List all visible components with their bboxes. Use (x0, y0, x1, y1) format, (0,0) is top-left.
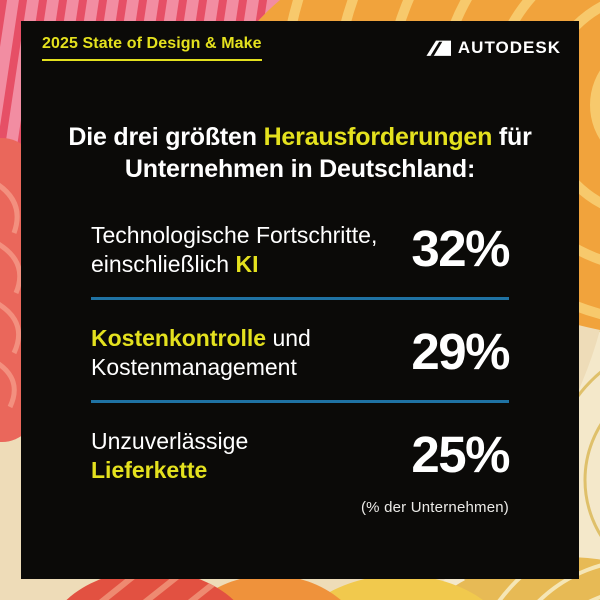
challenge-row-2: Kostenkontrolle und Kostenmanagement 29% (91, 323, 510, 382)
challenge-1-highlight: KI (235, 251, 259, 277)
autodesk-logo: AUTODESK (426, 38, 561, 58)
infographic-card: 2025 State of Design & Make AUTODESK Die… (21, 21, 579, 579)
autodesk-wordmark: AUTODESK (457, 38, 561, 57)
autodesk-logo-icon (426, 40, 451, 56)
challenge-label-2: Kostenkontrolle und Kostenmanagement (91, 324, 311, 382)
headline: Die drei größten Herausforderungen für U… (33, 121, 567, 185)
divider-2 (91, 400, 509, 403)
challenge-label-1: Technologische Fortschritte, einschließl… (91, 221, 377, 279)
challenge-3-pre: Unzuverlässige (91, 428, 249, 454)
challenge-row-3: Unzuverlässige Lieferkette 25% (91, 426, 510, 485)
challenge-list: Technologische Fortschritte, einschließl… (91, 220, 510, 516)
challenge-2-post: und Kostenmanagement (91, 325, 311, 380)
challenge-value-2: 29% (411, 323, 510, 380)
challenge-label-3: Unzuverlässige Lieferkette (91, 427, 248, 485)
challenge-value-1: 32% (411, 220, 510, 277)
challenge-3-highlight: Lieferkette (91, 457, 208, 483)
headline-post: für Unternehmen in Deutschland: (124, 123, 532, 183)
headline-pre: Die drei größten (68, 123, 264, 151)
challenge-row-1: Technologische Fortschritte, einschließl… (91, 220, 510, 279)
divider-1 (91, 297, 509, 300)
challenge-2-highlight: Kostenkontrolle (91, 325, 267, 351)
headline-highlight: Herausforderungen (263, 123, 493, 151)
challenge-value-3: 25% (411, 426, 510, 483)
footnote: (% der Unternehmen) (360, 499, 509, 516)
report-title: 2025 State of Design & Make (42, 35, 262, 61)
challenge-1-pre: Technologische Fortschritte, einschließl… (91, 222, 378, 277)
card-header: 2025 State of Design & Make AUTODESK (21, 21, 579, 61)
